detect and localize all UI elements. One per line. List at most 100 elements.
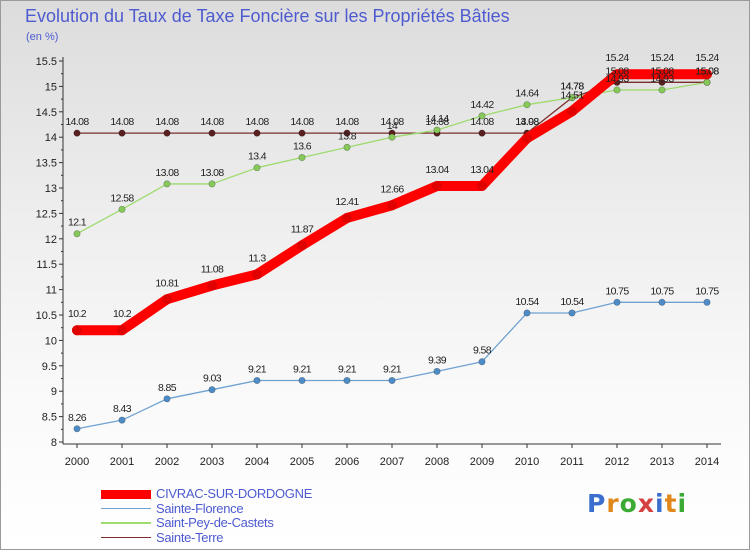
point-sainte-florence bbox=[343, 377, 351, 385]
y-tick-label: 13 bbox=[45, 183, 57, 195]
proxiti-logo: Proxiti bbox=[587, 489, 687, 518]
legend-label-sainte-terre: Sainte-Terre bbox=[156, 529, 224, 545]
point-civrac-sur-dordogne bbox=[117, 325, 127, 336]
point-sainte-florence bbox=[658, 298, 666, 306]
unit-label: (en %) bbox=[26, 31, 59, 43]
point-sainte-terre bbox=[343, 129, 351, 137]
point-sainte-florence bbox=[433, 367, 441, 375]
data-label-sainte-terre: 14.08 bbox=[335, 116, 359, 128]
data-label-saint-pey-de-castets: 14.42 bbox=[470, 99, 494, 111]
logo-letter: P bbox=[587, 489, 607, 518]
logo-letter: i bbox=[655, 489, 665, 518]
data-label-civrac-sur-dordogne: 12.41 bbox=[335, 196, 359, 208]
point-civrac-sur-dordogne bbox=[162, 294, 172, 305]
data-label-saint-pey-de-castets: 13.08 bbox=[200, 167, 224, 179]
data-label-sainte-terre: 14.08 bbox=[425, 116, 449, 128]
data-label-sainte-terre: 15.08 bbox=[650, 65, 674, 77]
x-tick-label: 2002 bbox=[155, 456, 179, 468]
data-label-civrac-sur-dordogne: 15.24 bbox=[605, 52, 629, 64]
point-sainte-terre bbox=[163, 129, 171, 137]
data-label-sainte-terre: 14.08 bbox=[155, 116, 179, 128]
point-civrac-sur-dordogne bbox=[387, 200, 397, 211]
point-saint-pey-de-castets bbox=[208, 180, 216, 188]
point-sainte-florence bbox=[613, 298, 621, 306]
logo-letter: t bbox=[664, 489, 678, 518]
data-label-saint-pey-de-castets: 14 bbox=[387, 120, 398, 132]
x-tick-label: 2003 bbox=[200, 456, 224, 468]
data-label-sainte-terre: 14.08 bbox=[200, 116, 224, 128]
legend-label-saint-pey: Saint-Pey-de-Castets bbox=[156, 515, 274, 530]
legend-swatch-sainte-florence bbox=[101, 507, 151, 510]
data-label-sainte-florence: 9.21 bbox=[383, 364, 402, 376]
y-tick-label: 14 bbox=[45, 132, 57, 144]
point-civrac-sur-dordogne bbox=[702, 69, 712, 80]
logo-letter: o bbox=[619, 489, 638, 518]
point-civrac-sur-dordogne bbox=[342, 212, 352, 223]
data-label-civrac-sur-dordogne: 11.08 bbox=[201, 264, 224, 276]
point-civrac-sur-dordogne bbox=[72, 325, 82, 336]
point-civrac-sur-dordogne bbox=[297, 240, 307, 251]
point-sainte-terre bbox=[478, 129, 486, 137]
data-label-saint-pey-de-castets: 13.08 bbox=[155, 167, 179, 179]
data-label-sainte-terre: 15.08 bbox=[605, 65, 629, 77]
data-label-sainte-florence: 9.21 bbox=[293, 364, 312, 376]
x-tick-label: 2014 bbox=[695, 456, 719, 468]
point-sainte-terre bbox=[73, 129, 81, 137]
data-label-civrac-sur-dordogne: 11.3 bbox=[248, 252, 266, 264]
data-label-sainte-terre: 14.78 bbox=[560, 81, 584, 93]
data-label-sainte-terre: 15.08 bbox=[695, 65, 719, 77]
legend-swatch-civrac bbox=[101, 489, 151, 499]
x-tick-label: 2007 bbox=[380, 456, 404, 468]
y-tick-label: 14.5 bbox=[36, 107, 57, 119]
data-label-saint-pey-de-castets: 14.93 bbox=[650, 73, 674, 85]
point-saint-pey-de-castets bbox=[73, 230, 81, 238]
data-label-civrac-sur-dordogne: 10.2 bbox=[113, 308, 132, 320]
x-tick-label: 2010 bbox=[515, 456, 539, 468]
data-label-sainte-florence: 10.54 bbox=[515, 296, 539, 308]
data-label-civrac-sur-dordogne: 13.04 bbox=[425, 164, 449, 176]
y-tick-label: 13.5 bbox=[36, 158, 57, 170]
point-sainte-terre bbox=[118, 129, 126, 137]
point-civrac-sur-dordogne bbox=[612, 69, 622, 80]
data-label-saint-pey-de-castets: 13.6 bbox=[293, 141, 312, 153]
y-tick-label: 15 bbox=[45, 81, 57, 93]
data-label-sainte-florence: 8.43 bbox=[113, 403, 132, 415]
point-sainte-florence bbox=[703, 298, 711, 306]
x-tick-label: 2013 bbox=[650, 456, 674, 468]
point-sainte-florence bbox=[478, 358, 486, 366]
point-saint-pey-de-castets bbox=[613, 86, 621, 94]
data-label-saint-pey-de-castets: 14.64 bbox=[515, 88, 539, 100]
point-saint-pey-de-castets bbox=[658, 86, 666, 94]
data-label-sainte-florence: 9.21 bbox=[338, 364, 357, 376]
point-saint-pey-de-castets bbox=[253, 164, 261, 172]
data-label-civrac-sur-dordogne: 11.87 bbox=[291, 223, 314, 235]
point-sainte-florence bbox=[568, 309, 576, 317]
y-tick-label: 11 bbox=[46, 285, 57, 297]
y-tick-label: 8.5 bbox=[42, 412, 57, 424]
data-label-saint-pey-de-castets: 13.4 bbox=[248, 151, 267, 163]
x-tick-label: 2009 bbox=[470, 456, 494, 468]
y-tick-label: 10 bbox=[45, 335, 57, 347]
x-tick-label: 2001 bbox=[110, 456, 134, 468]
data-label-saint-pey-de-castets: 12.1 bbox=[68, 217, 87, 229]
x-tick-label: 2004 bbox=[245, 456, 269, 468]
point-sainte-terre bbox=[253, 129, 261, 137]
logo-letter: i bbox=[677, 489, 688, 518]
data-label-sainte-florence: 9.39 bbox=[428, 354, 447, 366]
data-label-sainte-florence: 8.26 bbox=[68, 412, 87, 424]
series-layer bbox=[72, 69, 712, 433]
point-sainte-florence bbox=[73, 425, 81, 433]
data-label-civrac-sur-dordogne: 15.24 bbox=[695, 52, 719, 64]
data-label-sainte-terre: 14.08 bbox=[65, 116, 89, 128]
y-tick-label: 8 bbox=[51, 437, 57, 449]
data-label-sainte-florence: 10.75 bbox=[695, 285, 719, 297]
point-saint-pey-de-castets bbox=[163, 180, 171, 188]
point-civrac-sur-dordogne bbox=[657, 69, 667, 80]
point-sainte-terre bbox=[298, 129, 306, 137]
point-sainte-terre bbox=[208, 129, 216, 137]
legend-swatch-sainte-terre bbox=[101, 536, 151, 539]
data-label-sainte-florence: 9.21 bbox=[248, 364, 267, 376]
point-civrac-sur-dordogne bbox=[207, 280, 217, 291]
data-label-saint-pey-de-castets: 14.78 bbox=[560, 81, 584, 93]
